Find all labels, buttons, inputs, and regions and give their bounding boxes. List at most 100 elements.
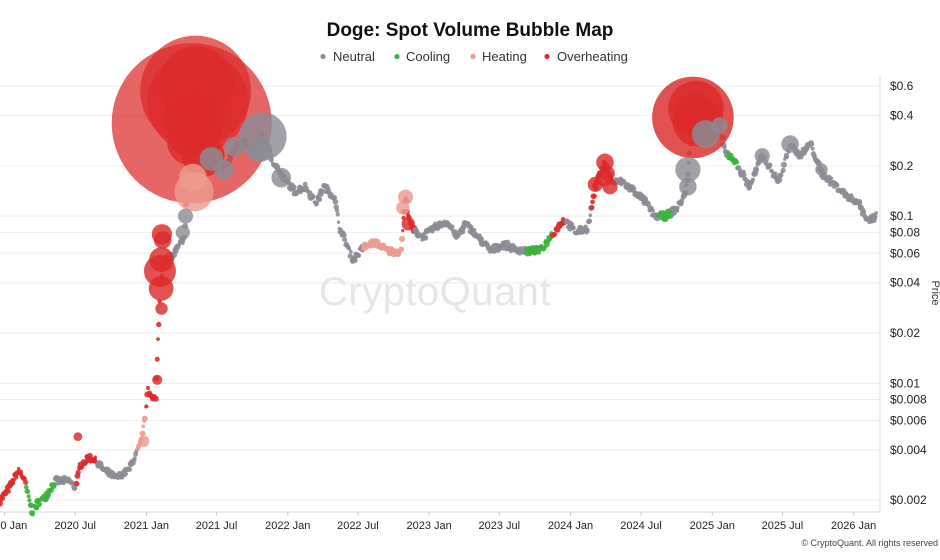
price-dot [302,181,308,187]
price-dot [6,489,11,494]
price-dot [156,337,160,342]
x-tick-label: 2022 Jan [265,520,310,532]
price-dot [398,246,405,253]
price-dot [23,484,29,490]
price-dot [721,144,727,150]
price-dot [126,466,133,473]
price-dot [829,176,834,181]
price-dot [75,469,81,475]
price-dot [290,184,297,191]
x-tick-label: 2025 Jan [690,520,735,532]
price-dot [181,239,186,243]
price-dot [589,204,595,211]
price-dot [312,194,316,199]
legend-item-cooling[interactable]: Cooling [394,49,450,64]
y-tick-label: $0.6 [890,79,914,93]
y-tick-label: $0.4 [890,109,914,123]
price-dot [779,173,784,177]
price-dot [314,201,320,207]
price-dot [141,415,148,422]
price-dot [422,234,429,241]
price-dot [139,430,146,437]
legend-item-neutral[interactable]: Neutral [320,49,375,64]
legend-marker-heating [470,53,476,60]
volume-bubble [599,165,615,182]
y-tick-label: $0.1 [890,209,914,223]
volume-bubble [397,189,414,205]
price-dot [145,386,150,391]
price-dot [141,424,146,429]
price-dot [755,168,759,173]
price-dot [734,159,740,165]
price-dot [784,154,790,160]
price-dot [401,229,405,233]
x-tick-label: 2021 Jul [196,520,238,532]
price-dot [773,171,778,176]
price-dot [586,227,590,232]
volume-bubble [396,201,410,215]
price-dot [809,142,815,147]
legend-marker-cooling [394,53,400,60]
price-dot [11,481,16,486]
volume-bubble [246,137,273,163]
price-dot [874,211,879,215]
y-tick-label: $0.008 [890,393,927,407]
price-dot [270,158,274,162]
price-dot [120,475,125,480]
price-dot [675,205,680,210]
price-dot [156,321,162,328]
legend-marker-overheating [544,53,550,60]
x-tick-label: 2020 Jul [54,520,96,532]
x-tick-label: 2026 Jan [831,520,876,532]
price-dot [31,510,36,515]
x-axis: 2020 Jan 2020 Jul 2021 Jan 2021 Jul 2022 Jan… [0,511,880,532]
price-dot [38,502,42,506]
x-tick-label: 2023 Jul [478,520,520,532]
price-dot [537,251,541,255]
price-dot [342,237,348,243]
price-dot [332,198,339,205]
volume-bubble [587,176,603,192]
volume-bubble [155,302,168,315]
price-dot [590,199,596,205]
price-dot [583,224,588,230]
price-dot [767,162,773,168]
price-dot [750,177,755,182]
legend-label-cooling: Cooling [406,49,450,64]
price-dot [740,172,747,178]
price-dot [861,209,867,214]
price-dot [591,193,597,199]
price-dot [347,247,351,251]
x-tick-label: 2021 Jan [124,520,169,532]
price-dot [810,146,815,151]
price-dot [572,226,576,230]
volume-bubble [711,117,728,134]
price-dot [132,456,137,461]
chart-title: Doge: Spot Volume Bubble Map [327,20,614,41]
price-dot [461,225,467,230]
legend-item-overheating[interactable]: Overheating [544,49,628,64]
volume-bubble [781,135,799,153]
price-dot [73,486,78,491]
volume-bubble [675,156,701,183]
price-dot [334,208,340,213]
volume-bubble [149,247,174,272]
price-dot [588,213,593,218]
legend-item-heating[interactable]: Heating [470,49,527,64]
volume-bubble [815,163,828,176]
price-dot [83,459,89,465]
volume-bubble [175,225,190,240]
price-dot [586,218,593,224]
price-dot [857,199,863,204]
x-tick-label: 2025 Jul [762,520,804,532]
price-dot [71,481,75,485]
price-dot [73,481,80,487]
y-tick-label: $0.004 [890,443,927,457]
volume-bubble [214,159,234,180]
price-dot [144,404,149,409]
price-dot [776,176,783,184]
price-dot [152,395,159,402]
price-dot [341,232,347,238]
volume-bubble [179,163,207,192]
